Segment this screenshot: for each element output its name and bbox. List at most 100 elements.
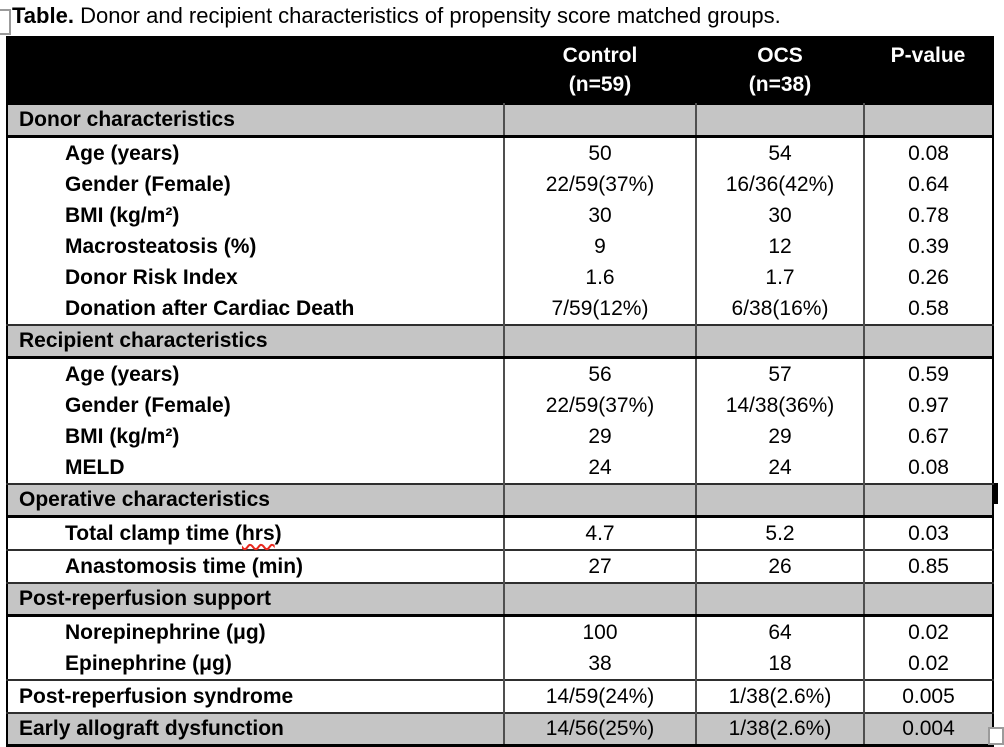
ocs-value: 1/38(2.6%): [695, 713, 864, 746]
control-value: 14/56(25%): [503, 713, 696, 746]
ocs-value: 16/36(42%): [695, 169, 864, 200]
section-row: Donor characteristics: [7, 104, 993, 137]
row-label: Post-reperfusion support: [19, 587, 272, 610]
column-header-control: Control (n=59): [504, 36, 696, 104]
table-row: Anastomosis time (min) 27 26 0.85: [7, 550, 993, 583]
ocs-value: 1.7: [695, 262, 864, 293]
control-value: 9: [503, 231, 696, 262]
ocs-value: 14/38(36%): [695, 390, 864, 421]
section-row: Post-reperfusion support: [7, 583, 993, 616]
p-value: [863, 583, 993, 616]
row-label: BMI (kg/m²): [65, 424, 180, 448]
control-value: 29: [503, 421, 696, 452]
column-header-ocs-sub: (n=38): [748, 73, 812, 96]
p-value: 0.02: [863, 648, 993, 680]
column-header-blank: [7, 36, 504, 104]
p-value: 0.02: [863, 615, 993, 648]
table-row: Gender (Female) 22/59(37%) 16/36(42%) 0.64: [7, 169, 993, 200]
control-value: 38: [503, 648, 696, 680]
p-value: 0.005: [863, 680, 993, 713]
column-header-control-label: Control: [562, 44, 638, 67]
control-value: 1.6: [503, 262, 696, 293]
table-row: Donation after Cardiac Death 7/59(12%) 6/3…: [7, 293, 993, 325]
row-label: Operative characteristics: [19, 488, 270, 511]
p-value: 0.26: [863, 262, 993, 293]
row-label: Total clamp time (hrs): [65, 521, 282, 545]
control-value: [503, 484, 696, 517]
ocs-value: 12: [695, 231, 864, 262]
control-value: 56: [503, 357, 696, 390]
control-value: 7/59(12%): [503, 293, 696, 325]
row-label: MELD: [65, 455, 125, 479]
table-row: Total clamp time (hrs) 4.7 5.2 0.03: [7, 516, 993, 550]
table-row: Norepinephrine (μg) 100 64 0.02: [7, 615, 993, 648]
p-value: [863, 104, 993, 137]
column-header-pvalue: P-value: [864, 36, 993, 104]
comment-anchor-mark: [0, 9, 11, 35]
ocs-value: [695, 104, 864, 137]
row-label: Gender (Female): [65, 172, 231, 196]
p-value: [863, 484, 993, 517]
p-value: 0.64: [863, 169, 993, 200]
ocs-value: 29: [695, 421, 864, 452]
ocs-value: 64: [695, 615, 864, 648]
column-header-ocs: OCS (n=38): [696, 36, 864, 104]
control-value: [503, 104, 696, 137]
p-value: 0.59: [863, 357, 993, 390]
table-handle-mark: [988, 727, 1004, 745]
table-row: Age (years) 56 57 0.59: [7, 357, 993, 390]
table-row: Age (years) 50 54 0.08: [7, 136, 993, 169]
row-label: Recipient characteristics: [19, 329, 268, 352]
table-row: Epinephrine (μg) 38 18 0.02: [7, 648, 993, 680]
table-row: Post-reperfusion syndrome 14/59(24%) 1/38(…: [7, 680, 993, 713]
row-label: Macrosteatosis (%): [65, 234, 257, 258]
ocs-value: 54: [695, 136, 864, 169]
row-label: Norepinephrine (μg): [65, 620, 266, 644]
ocs-value: [695, 325, 864, 358]
p-value: 0.85: [863, 550, 993, 583]
row-label: Anastomosis time (min): [65, 554, 304, 578]
column-header-ocs-label: OCS: [757, 44, 803, 67]
table-row: Early allograft dysfunction 14/56(25%) 1/3…: [7, 713, 993, 746]
row-label: Age (years): [65, 141, 180, 165]
column-header-control-sub: (n=59): [568, 73, 632, 96]
p-value: 0.97: [863, 390, 993, 421]
control-value: 30: [503, 200, 696, 231]
ocs-value: 5.2: [695, 516, 864, 550]
section-row: Recipient characteristics: [7, 325, 993, 358]
control-value: 22/59(37%): [503, 390, 696, 421]
row-label: Early allograft dysfunction: [19, 717, 284, 740]
characteristics-table: Control (n=59) OCS (n=38) P-value Donor …: [6, 36, 994, 747]
table-row: Macrosteatosis (%) 9 12 0.39: [7, 231, 993, 262]
control-value: [503, 325, 696, 358]
spellcheck-word: hrs: [241, 521, 275, 545]
row-label: BMI (kg/m²): [65, 203, 180, 227]
section-row: Operative characteristics: [7, 484, 993, 517]
table-row: Gender (Female) 22/59(37%) 14/38(36%) 0.97: [7, 390, 993, 421]
text-cursor-mark: [994, 483, 998, 504]
row-label: Epinephrine (μg): [65, 651, 232, 675]
row-label: Donation after Cardiac Death: [65, 296, 355, 320]
row-label: Post-reperfusion syndrome: [19, 684, 294, 708]
ocs-value: 6/38(16%): [695, 293, 864, 325]
p-value: 0.004: [863, 713, 993, 746]
p-value: 0.08: [863, 452, 993, 484]
control-value: 100: [503, 615, 696, 648]
control-value: [503, 583, 696, 616]
table-row: BMI (kg/m²) 30 30 0.78: [7, 200, 993, 231]
ocs-value: 1/38(2.6%): [695, 680, 864, 713]
row-label: Donor Risk Index: [65, 265, 238, 289]
control-value: 24: [503, 452, 696, 484]
table-caption-label: Table.: [12, 3, 74, 28]
p-value: 0.08: [863, 136, 993, 169]
control-value: 27: [503, 550, 696, 583]
ocs-value: 24: [695, 452, 864, 484]
row-label: Donor characteristics: [19, 108, 235, 131]
control-value: 50: [503, 136, 696, 169]
ocs-value: [695, 583, 864, 616]
control-value: 4.7: [503, 516, 696, 550]
column-header-pvalue-label: P-value: [890, 44, 966, 67]
table-row: MELD 24 24 0.08: [7, 452, 993, 484]
p-value: 0.39: [863, 231, 993, 262]
header-row: Control (n=59) OCS (n=38) P-value: [7, 36, 993, 104]
